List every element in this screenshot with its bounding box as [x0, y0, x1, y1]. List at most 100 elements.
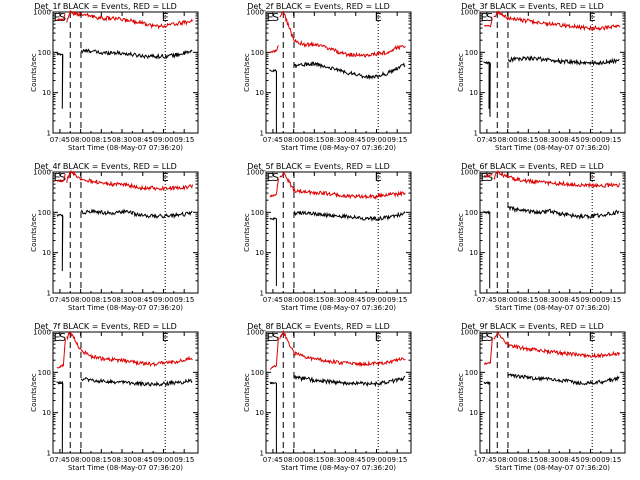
events-pre-segment	[56, 380, 64, 454]
marker-label-e: E	[267, 11, 274, 24]
x-tick-label: 07:45	[477, 456, 497, 464]
y-tick-label: 10	[42, 89, 51, 97]
x-tick-label: 09:15	[601, 136, 621, 144]
events-pre-segment	[56, 51, 64, 109]
x-tick-label: 07:45	[50, 456, 70, 464]
events-series-line	[293, 61, 406, 81]
events-series-line	[507, 373, 620, 386]
plot-frame	[52, 171, 199, 294]
x-axis-label: Start Time (08-May-07 07:36:20)	[495, 144, 610, 152]
x-tick-label: 08:00	[284, 296, 304, 304]
panel-det-8: Det_8f BLACK = Events, RED = LLD 1 10 100 10…	[243, 322, 412, 472]
lld-series-line	[279, 10, 406, 58]
x-tick-label: 08:45	[133, 296, 153, 304]
y-axis-label: Counts/sec	[243, 213, 251, 252]
plot-frame	[479, 11, 626, 134]
lld-series-line	[493, 9, 620, 32]
x-axis-label: Start Time (08-May-07 07:36:20)	[495, 304, 610, 312]
marker-label-e: E	[162, 11, 169, 24]
marker-label-e: E	[375, 11, 382, 24]
events-pre-segment	[483, 210, 491, 289]
lld-series-line	[66, 331, 193, 368]
events-series-line	[507, 205, 620, 220]
x-tick-label: 07:45	[263, 296, 283, 304]
x-tick-label: 08:00	[498, 456, 518, 464]
x-tick-label: 08:45	[346, 136, 366, 144]
y-tick-label: 100	[251, 49, 264, 57]
x-tick-label: 08:15	[518, 456, 538, 464]
panel-title: Det_9f BLACK = Events, RED = LLD	[461, 322, 604, 331]
x-tick-label: 09:15	[387, 136, 407, 144]
lld-pre-segment	[56, 339, 66, 369]
x-tick-label: 09:00	[366, 456, 386, 464]
marker-label-e: E	[162, 171, 169, 184]
x-tick-label: 08:30	[325, 296, 345, 304]
panel-title: Det_6f BLACK = Events, RED = LLD	[461, 162, 604, 171]
x-tick-label: 08:45	[133, 456, 153, 464]
y-tick-label: 100	[465, 209, 478, 217]
marker-label-e: E	[54, 11, 61, 24]
panel-title: Det_3f BLACK = Events, RED = LLD	[461, 2, 604, 11]
lld-series-line	[493, 169, 620, 189]
panel-title: Det_5f BLACK = Events, RED = LLD	[247, 162, 390, 171]
marker-label-s: S	[272, 11, 279, 24]
panel-det-2: Det_2f BLACK = Events, RED = LLD 1 10 100 10…	[243, 2, 412, 152]
y-tick-label: 1000	[460, 9, 478, 17]
panel-det-4: Det_4f BLACK = Events, RED = LLD 1 10 100 10…	[30, 162, 199, 312]
x-tick-label: 09:00	[366, 136, 386, 144]
y-tick-label: 100	[465, 369, 478, 377]
lld-pre-segment	[270, 337, 279, 370]
x-tick-label: 08:15	[91, 456, 111, 464]
x-tick-label: 08:45	[346, 296, 366, 304]
x-tick-label: 09:15	[387, 296, 407, 304]
y-tick-label: 1	[260, 290, 264, 298]
y-tick-label: 1	[47, 130, 51, 138]
x-axis-label: Start Time (08-May-07 07:36:20)	[68, 464, 183, 472]
marker-label-e: E	[481, 171, 488, 184]
x-tick-label: 08:30	[325, 456, 345, 464]
y-tick-label: 10	[255, 249, 264, 257]
events-series-line	[293, 210, 406, 222]
lld-pre-segment	[484, 337, 493, 365]
panel-det-1: Det_1f BLACK = Events, RED = LLD 1 10 100 10…	[30, 2, 199, 152]
events-pre-segment	[269, 381, 277, 454]
x-tick-label: 09:00	[153, 136, 173, 144]
plot-frame	[52, 11, 199, 134]
panel-det-5: Det_5f BLACK = Events, RED = LLD 1 10 100 10…	[243, 162, 412, 312]
x-tick-label: 08:30	[539, 296, 559, 304]
plot-frame	[265, 171, 412, 294]
y-tick-label: 1	[47, 290, 51, 298]
marker-label-e: E	[162, 331, 169, 344]
y-tick-label: 1	[47, 450, 51, 458]
x-tick-label: 09:15	[601, 456, 621, 464]
x-tick-label: 09:00	[366, 296, 386, 304]
panel-title: Det_1f BLACK = Events, RED = LLD	[34, 2, 177, 11]
y-axis-label: Counts/sec	[457, 213, 465, 252]
x-tick-label: 08:30	[539, 136, 559, 144]
lld-series-line	[279, 171, 406, 201]
marker-label-s: S	[272, 331, 279, 344]
x-tick-label: 09:15	[174, 296, 194, 304]
x-tick-label: 08:00	[498, 296, 518, 304]
y-tick-label: 100	[251, 209, 264, 217]
lld-pre-segment	[269, 45, 279, 54]
marker-label-e: E	[54, 331, 61, 344]
x-tick-label: 08:00	[498, 136, 518, 144]
lld-series-line	[66, 169, 193, 192]
panel-title: Det_7f BLACK = Events, RED = LLD	[34, 322, 177, 331]
events-series-line	[507, 55, 620, 67]
y-tick-label: 10	[255, 89, 264, 97]
y-tick-label: 1	[260, 450, 264, 458]
y-tick-label: 100	[251, 369, 264, 377]
x-tick-label: 08:45	[560, 456, 580, 464]
x-tick-label: 08:30	[325, 136, 345, 144]
marker-label-s: S	[486, 11, 493, 24]
x-tick-label: 08:15	[304, 456, 324, 464]
y-tick-label: 1000	[33, 9, 51, 17]
y-tick-label: 1	[474, 290, 478, 298]
x-axis-label: Start Time (08-May-07 07:36:20)	[281, 464, 396, 472]
events-pre-segment	[269, 68, 277, 134]
x-tick-label: 08:00	[71, 136, 91, 144]
y-tick-label: 1	[474, 450, 478, 458]
